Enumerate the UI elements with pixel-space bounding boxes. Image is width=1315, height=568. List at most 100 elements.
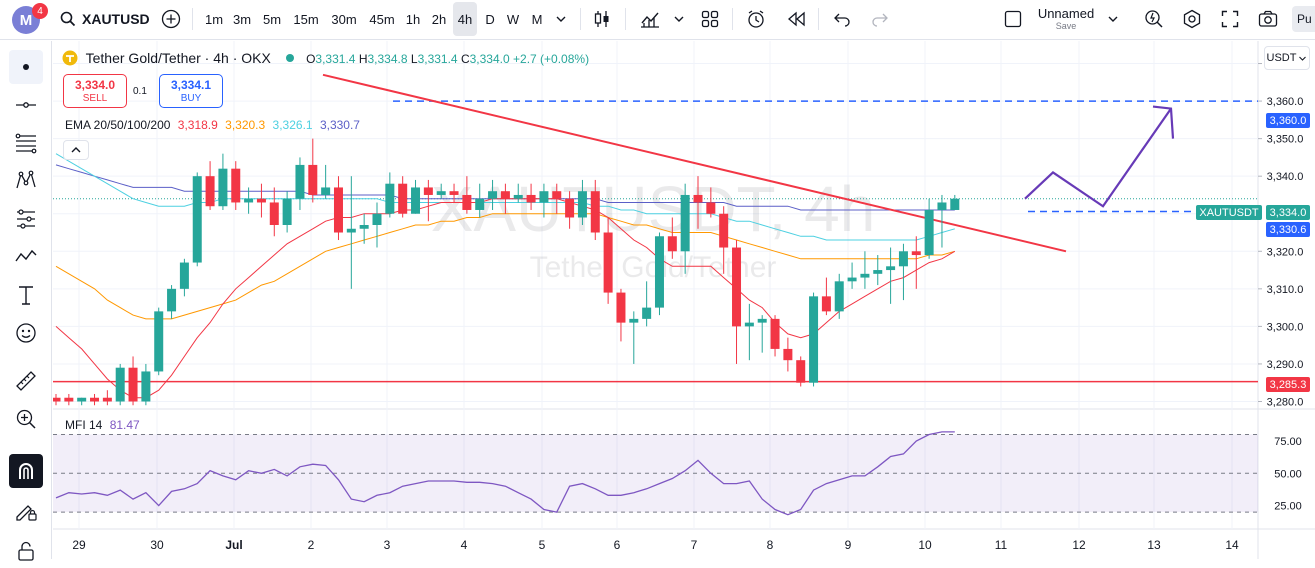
lock-drawings-tool[interactable] (9, 534, 43, 568)
dot-cursor-icon (23, 64, 29, 70)
symbol-logo-icon (62, 50, 78, 66)
candle-body (231, 168, 241, 203)
magnet-tool[interactable] (9, 454, 43, 488)
replay-button[interactable] (782, 0, 810, 38)
candle-body (359, 225, 369, 229)
buy-price: 3,334.1 (170, 78, 212, 92)
timeframe-dropdown[interactable] (552, 0, 570, 38)
screenshot-button[interactable] (1254, 0, 1282, 38)
chart-canvas[interactable]: 2930Jul2345678910111213143,370.03,360.03… (53, 41, 1315, 559)
timeframe-D[interactable]: D (485, 11, 495, 27)
indicators-dropdown[interactable] (670, 0, 688, 38)
alarm-clock-icon (748, 10, 764, 28)
ema-legend[interactable]: EMA 20/50/100/200 3,318.9 3,320.3 3,326.… (65, 118, 360, 132)
layout-checkbox[interactable] (1002, 0, 1024, 38)
pattern-tool[interactable] (9, 164, 43, 198)
indicators-button[interactable] (636, 0, 664, 38)
currency-label: USDT (1266, 52, 1297, 64)
x-tick-label: 6 (614, 538, 621, 552)
timeframe-M[interactable]: M (531, 11, 543, 27)
market-status-dot[interactable] (286, 54, 295, 62)
redo-button[interactable] (866, 0, 894, 38)
layout-save-label: Save (1055, 21, 1077, 31)
candle-body (256, 198, 266, 203)
ema200-value: 3,330.7 (319, 118, 360, 132)
level-360-label: 3,360.0 (1266, 113, 1310, 128)
candle-body (796, 360, 806, 383)
timeframe-45m[interactable]: 45m (369, 11, 395, 27)
publish-button[interactable]: Pu (1292, 6, 1315, 32)
candle-body (411, 187, 421, 214)
publish-label: Pu (1297, 12, 1312, 26)
candle-body (462, 194, 472, 210)
candle-body (847, 277, 857, 282)
notification-badge[interactable]: 4 (32, 3, 48, 19)
mfi-legend[interactable]: MFI 14 81.47 (65, 418, 140, 432)
fib-tool[interactable] (9, 126, 43, 160)
y-tick-label: 3,310.0 (1267, 284, 1304, 296)
grid-icon (701, 10, 719, 28)
undo-icon (834, 13, 850, 27)
timeframe-15m[interactable]: 15m (293, 11, 319, 27)
smiley-icon (16, 323, 36, 343)
timeframe-5m[interactable]: 5m (262, 11, 282, 27)
x-tick-label: 12 (1072, 538, 1086, 552)
y-tick-label: 3,360.0 (1267, 96, 1304, 108)
sell-button[interactable]: 3,334.0 SELL (63, 74, 127, 108)
chevron-up-icon (71, 147, 81, 153)
currency-button[interactable]: USDT (1264, 46, 1310, 70)
pencil-lock-icon (16, 505, 37, 521)
timeframe-W[interactable]: W (506, 11, 520, 27)
ruler-icon (16, 371, 36, 391)
gear-icon (1183, 9, 1201, 29)
timeframe-1m[interactable]: 1m (204, 11, 224, 27)
compare-symbol-button[interactable] (158, 0, 184, 38)
timeframe-1h[interactable]: 1h (405, 11, 421, 27)
stay-in-drawing-tool[interactable] (9, 494, 43, 528)
symbol-name: XAUTUSD (82, 11, 150, 27)
cursor-tool[interactable] (9, 50, 43, 84)
alert-button[interactable] (742, 0, 770, 38)
timeframe-4h[interactable]: 4h (453, 2, 477, 36)
timeframe-2h[interactable]: 2h (431, 11, 447, 27)
chart-type-button[interactable] (589, 0, 615, 38)
x-tick-label: 13 (1147, 538, 1161, 552)
candle-body (333, 187, 343, 233)
fullscreen-button[interactable] (1216, 0, 1244, 38)
x-tick-label: 2 (308, 538, 315, 552)
undo-button[interactable] (828, 0, 856, 38)
buy-button[interactable]: 3,334.1 BUY (159, 74, 223, 108)
x-tick-label: 14 (1225, 538, 1239, 552)
trend-line-tool[interactable] (9, 88, 43, 122)
x-tick-label: 8 (767, 538, 774, 552)
candle-body (244, 198, 254, 203)
camera-icon (1258, 10, 1278, 27)
emoji-tool[interactable] (9, 316, 43, 350)
settings-button[interactable] (1178, 0, 1206, 38)
symbol-search[interactable]: XAUTUSD (60, 0, 150, 38)
candle-body (732, 247, 742, 327)
layout-dropdown[interactable] (1104, 0, 1122, 38)
high-label: H (358, 52, 368, 66)
add-circle-icon (161, 9, 181, 29)
candle-body (205, 176, 215, 207)
chart-area[interactable]: 2930Jul2345678910111213143,370.03,360.03… (53, 41, 1315, 559)
collapse-legend-button[interactable] (63, 140, 89, 160)
timeframe-30m[interactable]: 30m (331, 11, 357, 27)
brush-tool[interactable] (9, 240, 43, 274)
candle-body (167, 288, 177, 312)
layout-name-button[interactable]: Unnamed Save (1030, 0, 1102, 38)
text-tool[interactable] (9, 278, 43, 312)
symbol-title[interactable]: Tether Gold/Tether · 4h · OKX (85, 50, 271, 66)
layouts-button[interactable] (696, 0, 724, 38)
zoom-tool[interactable] (9, 402, 43, 436)
quick-search-button[interactable] (1140, 0, 1168, 38)
candle-body (937, 202, 947, 210)
candle-body (911, 251, 921, 256)
prediction-tool[interactable] (9, 202, 43, 236)
ruler-tool[interactable] (9, 364, 43, 398)
x-tick-label: 30 (150, 538, 164, 552)
timeframe-3m[interactable]: 3m (232, 11, 252, 27)
candle-body (64, 397, 74, 402)
candle-body (873, 270, 883, 274)
